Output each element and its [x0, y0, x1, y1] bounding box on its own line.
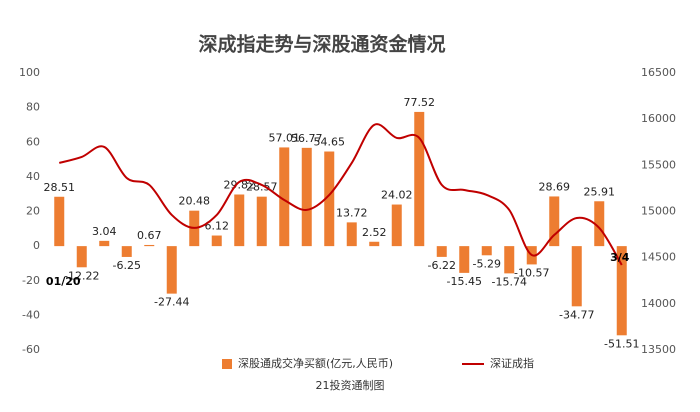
legend-label: 深证成指 — [490, 356, 534, 370]
bar — [504, 246, 515, 274]
source-note: 21投资通制图 — [316, 378, 385, 392]
data-label: 13.72 — [336, 206, 368, 219]
y2-tick-label: 14500 — [641, 251, 676, 264]
data-label: 56.77 — [291, 132, 323, 145]
bar — [256, 196, 267, 247]
data-label: 3.04 — [92, 225, 117, 238]
data-label: 28.51 — [44, 181, 76, 194]
bar — [144, 244, 155, 247]
bar — [121, 246, 132, 257]
bar — [76, 246, 87, 268]
data-label: -5.29 — [473, 257, 501, 270]
y2-tick-label: 16500 — [641, 66, 676, 79]
bar — [99, 240, 110, 247]
data-label: 2.52 — [362, 226, 387, 239]
bar — [369, 241, 380, 247]
x-tick-label: 3/4 — [610, 251, 630, 264]
y2-tick-label: 16000 — [641, 112, 676, 125]
data-label: 29.82 — [224, 178, 256, 191]
data-label: 24.02 — [381, 189, 413, 202]
bar — [346, 222, 357, 247]
y2-tick-label: 15500 — [641, 158, 676, 171]
index-line — [58, 123, 623, 266]
data-label: 25.91 — [584, 185, 616, 198]
data-label: 77.52 — [404, 96, 436, 109]
bar — [549, 196, 560, 247]
y-tick-label: -20 — [22, 274, 40, 287]
data-label: 0.67 — [137, 229, 162, 242]
bar — [414, 111, 425, 247]
y2-tick-label: 13500 — [641, 343, 676, 356]
legend-label: 深股通成交净买额(亿元,人民币) — [238, 356, 393, 370]
bar — [481, 246, 492, 256]
y-tick-label: 40 — [26, 170, 40, 183]
data-label: -10.57 — [514, 266, 549, 279]
data-label: -34.77 — [559, 308, 594, 321]
bar — [571, 246, 582, 307]
data-label: 54.65 — [314, 136, 346, 149]
y-tick-label: 20 — [26, 205, 40, 218]
y-tick-label: -60 — [22, 343, 40, 356]
data-label: 28.69 — [539, 180, 571, 193]
y-tick-label: 60 — [26, 135, 40, 148]
bar — [211, 235, 222, 247]
x-tick-label: 01/20 — [46, 275, 81, 288]
data-label: 6.12 — [205, 220, 230, 233]
data-label: -51.51 — [604, 337, 639, 350]
data-label: -6.25 — [113, 259, 141, 272]
y-tick-label: 80 — [26, 101, 40, 114]
data-label: -27.44 — [154, 296, 189, 309]
bar — [234, 194, 245, 247]
bar — [301, 147, 312, 247]
bar — [54, 196, 65, 247]
y-tick-label: 0 — [33, 239, 40, 252]
y-tick-label: 100 — [19, 66, 40, 79]
legend-swatch — [222, 359, 232, 369]
data-label: -12.22 — [64, 269, 99, 282]
bar — [166, 246, 177, 294]
y-tick-label: -40 — [22, 308, 40, 321]
bar — [459, 246, 470, 273]
y2-tick-label: 15000 — [641, 205, 676, 218]
y2-tick-label: 14000 — [641, 297, 676, 310]
bar — [391, 204, 402, 247]
data-label: -15.45 — [447, 275, 482, 288]
data-label: 57.01 — [269, 131, 301, 144]
bar — [616, 246, 627, 336]
chart-title: 深成指走势与深股通资金情况 — [198, 33, 445, 56]
bar — [436, 246, 447, 257]
data-label: -6.22 — [428, 259, 456, 272]
bar — [594, 201, 605, 247]
bar — [324, 151, 335, 247]
data-label: 20.48 — [179, 195, 211, 208]
data-label: -15.74 — [492, 275, 527, 288]
bar — [279, 147, 290, 247]
